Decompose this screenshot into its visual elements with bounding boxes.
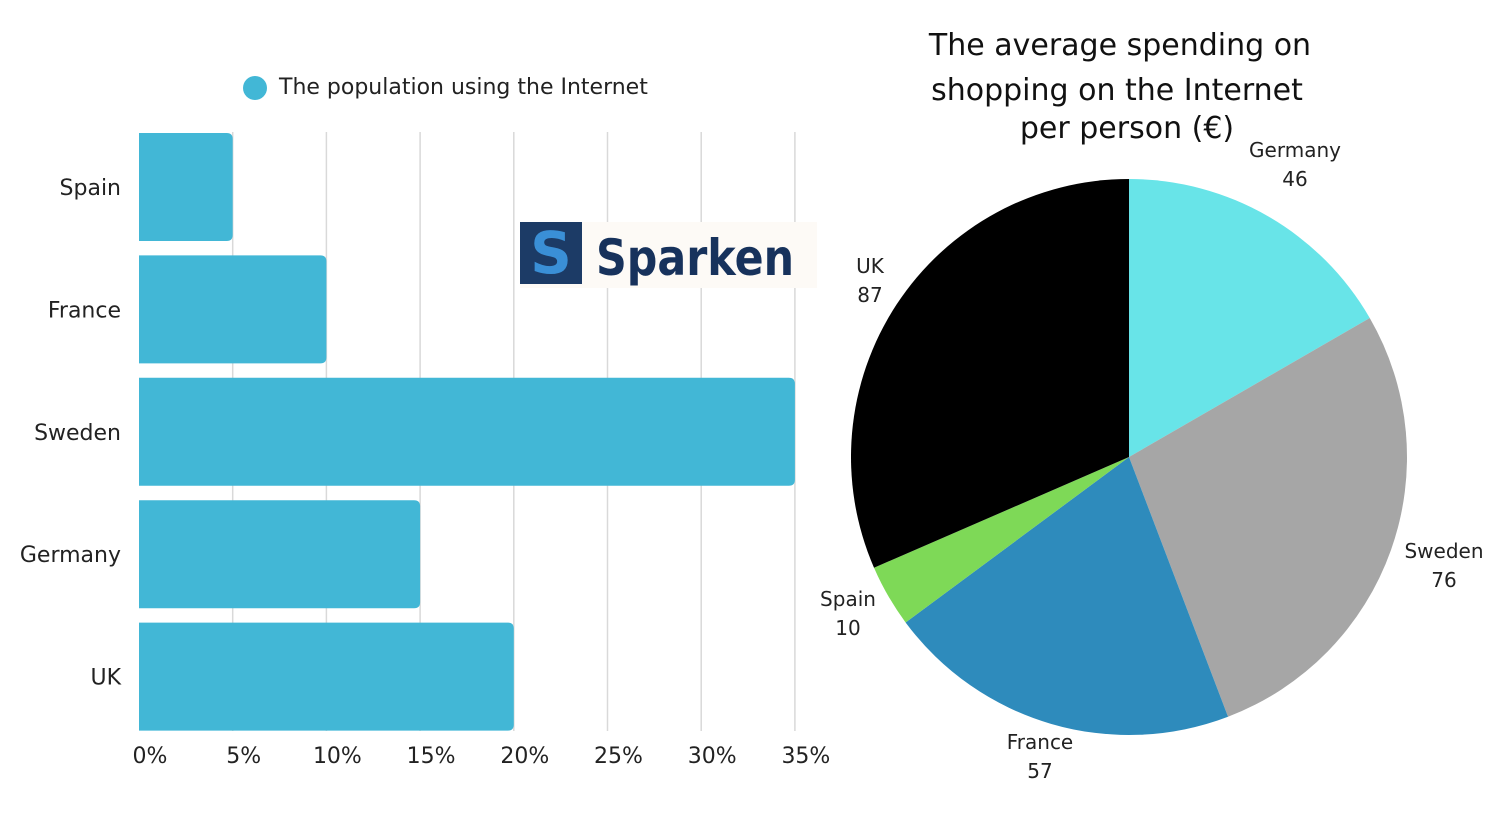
- pie-title-line-1: The average spending on: [928, 28, 1311, 63]
- category-label-spain: Spain: [60, 176, 121, 201]
- pie-slice-uk: [851, 179, 1129, 568]
- pie-label-spain: Spain: [820, 587, 876, 611]
- x-tick-label: 0%: [133, 744, 168, 769]
- pie-value-germany: 46: [1282, 167, 1307, 191]
- bar-chart: Spain France Sweden Germany UK 0% 5% 10% 15% 20%…: [20, 75, 830, 769]
- pie-slice-spain: [874, 457, 1129, 623]
- pie-slice-sweden: [1129, 318, 1408, 717]
- pie-value-spain: 10: [835, 616, 860, 640]
- logo-mark: [520, 222, 582, 284]
- pie-chart: The average spending on shopping on the …: [820, 28, 1483, 783]
- bar-france: [139, 255, 327, 364]
- pie-label-germany: Germany: [1249, 138, 1341, 162]
- bar-germany: [139, 500, 421, 609]
- category-label-uk: UK: [90, 666, 121, 691]
- x-tick-label: 25%: [594, 744, 643, 769]
- bar-category-labels: Spain France Sweden Germany UK: [20, 176, 122, 691]
- pie-label-uk: UK: [856, 254, 885, 278]
- x-tick-label: 30%: [688, 744, 737, 769]
- category-label-germany: Germany: [20, 543, 121, 568]
- bar-spain: [139, 133, 233, 241]
- bar-legend: The population using the Internet: [243, 75, 648, 100]
- x-tick-label: 35%: [781, 744, 830, 769]
- legend-marker: [243, 76, 267, 100]
- logo-mark-letter: S: [530, 219, 572, 287]
- legend-label: The population using the Internet: [278, 75, 648, 100]
- bar-x-tick-labels: 0% 5% 10% 15% 20% 25% 30% 35%: [133, 744, 831, 769]
- pie-value-france: 57: [1027, 759, 1052, 783]
- bar-sweden: [139, 377, 795, 486]
- pie-label-france: France: [1007, 730, 1074, 754]
- pie-slice-germany: [1129, 179, 1370, 457]
- pie-value-uk: 87: [857, 283, 882, 307]
- bar-uk: [139, 622, 514, 731]
- bar-series: [139, 133, 795, 731]
- x-tick-label: 20%: [500, 744, 549, 769]
- category-label-france: France: [48, 298, 121, 323]
- pie-slice-labels: Germany 46 Sweden 76 France 57 Spain 10 UK 87: [820, 138, 1483, 783]
- pie-title-line-3: per person (€): [1020, 111, 1234, 146]
- sparken-logo: S Sparken: [520, 219, 817, 288]
- pie-value-sweden: 76: [1431, 568, 1456, 592]
- pie-slice-france: [905, 457, 1229, 735]
- category-label-sweden: Sweden: [34, 421, 121, 446]
- logo-wordmark: Sparken: [596, 229, 794, 287]
- x-tick-label: 10%: [313, 744, 362, 769]
- pie-label-sweden: Sweden: [1404, 539, 1483, 563]
- pie-slices: [851, 179, 1408, 735]
- x-tick-label: 15%: [407, 744, 456, 769]
- pie-title-line-2: shopping on the Internet: [931, 73, 1303, 108]
- x-tick-label: 5%: [226, 744, 261, 769]
